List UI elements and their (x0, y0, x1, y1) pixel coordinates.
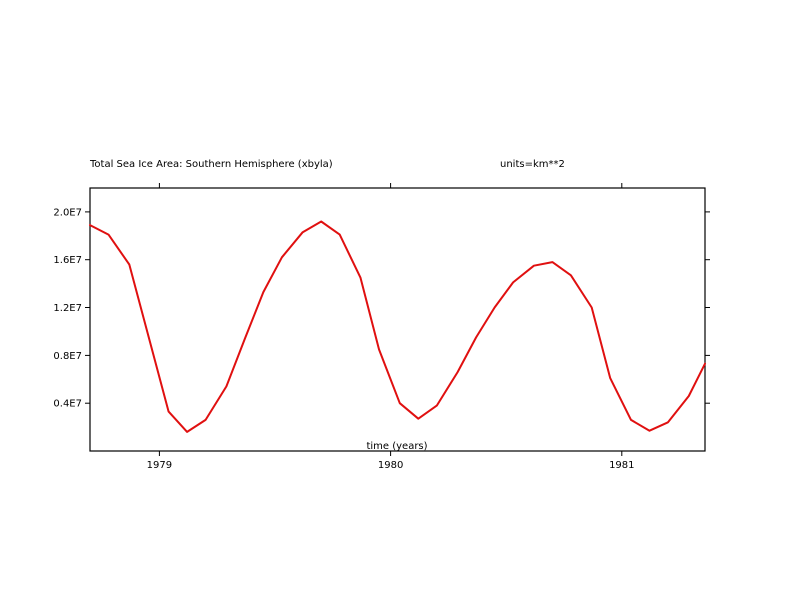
chart-title: Total Sea Ice Area: Southern Hemisphere … (89, 159, 333, 170)
units-label: units=km**2 (500, 159, 565, 170)
y-tick-label: 1.2E7 (53, 303, 82, 314)
y-tick-label: 2.0E7 (53, 207, 82, 218)
y-tick-label: 0.8E7 (53, 351, 82, 362)
y-tick-label: 0.4E7 (53, 399, 82, 410)
series-line (89, 220, 706, 433)
x-tick-label: 1979 (147, 460, 172, 471)
x-tick-label: 1980 (378, 460, 403, 471)
plot-frame (89, 187, 706, 452)
y-tick-label: 1.6E7 (53, 255, 82, 266)
y-axis-ticks: 0.4E7 0.8E7 1.2E7 1.6E7 2.0E7 (53, 207, 710, 410)
x-axis-ticks: 1979 1980 1981 (147, 183, 635, 471)
x-axis-label: time (years) (366, 441, 427, 452)
x-tick-label: 1981 (609, 460, 634, 471)
